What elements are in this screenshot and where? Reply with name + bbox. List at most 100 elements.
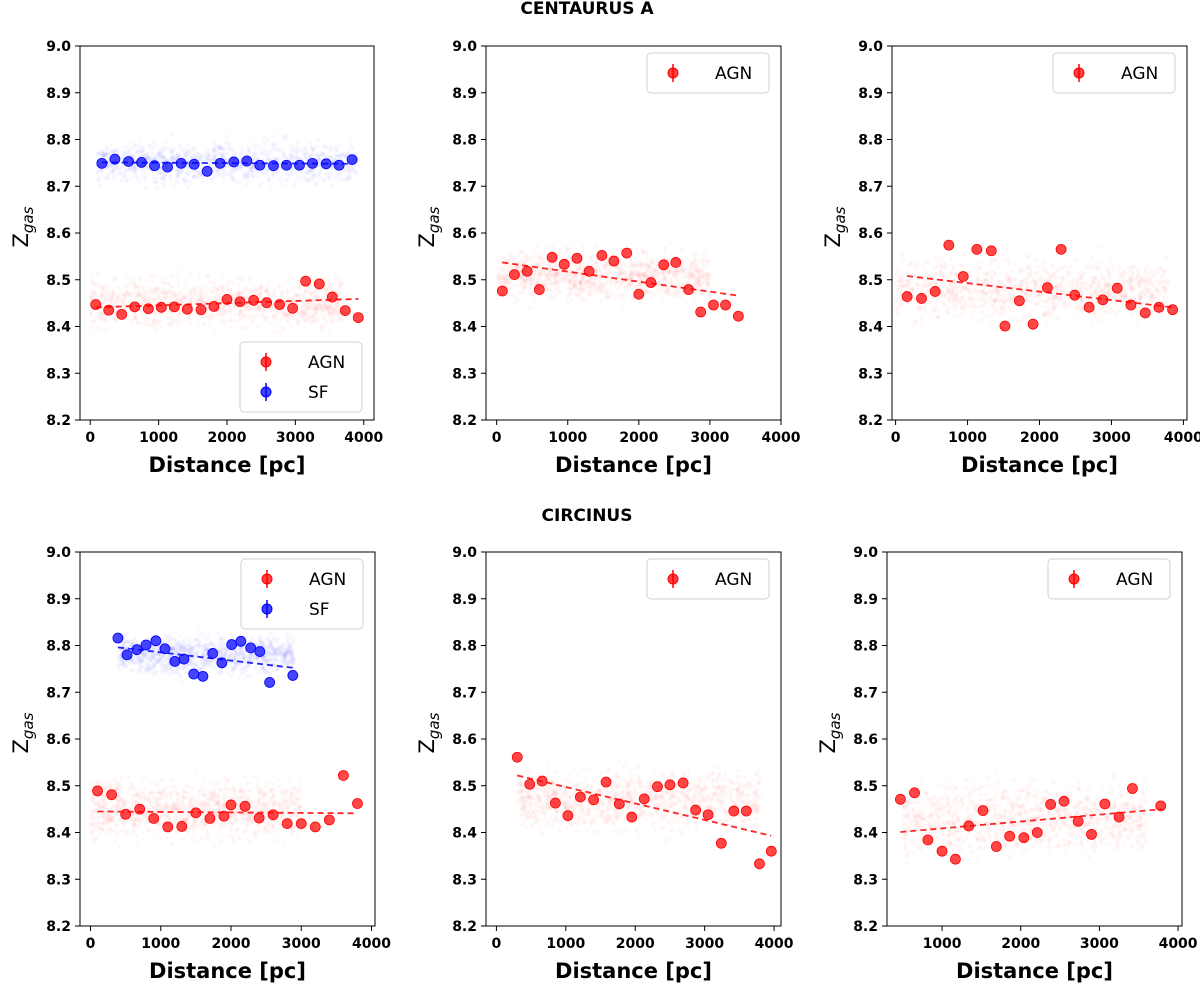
x-tick-label: 1000 (948, 430, 987, 446)
data-point (936, 845, 948, 857)
data-point (281, 818, 293, 830)
data-point (511, 751, 523, 763)
data-point (239, 800, 251, 812)
data-point (148, 813, 160, 824)
panel-6: 1000 2000 3000 4000 8.2 8.3 8.4 8.5 8.6 8.7 8.8 8.9… (816, 545, 1198, 983)
data-point (116, 308, 128, 320)
data-point (990, 841, 1002, 852)
y-tick-label: 8.6 (452, 226, 477, 242)
data-point (131, 644, 143, 656)
data-point (181, 303, 193, 315)
data-point (136, 157, 147, 168)
x-tick-label: 3000 (282, 936, 321, 952)
scatter-cloud-agn (894, 244, 1171, 327)
y-tick-label: 8.4 (858, 320, 883, 336)
data-point (613, 798, 625, 810)
data-point (658, 259, 670, 271)
x-tick-label: 2000 (212, 936, 251, 952)
axes-frame (891, 45, 1188, 421)
data-point (313, 278, 325, 290)
data-point (287, 302, 299, 314)
data-point (1111, 282, 1123, 294)
y-tick-label: 8.7 (452, 685, 477, 701)
y-tick-label: 8.6 (853, 732, 878, 748)
data-point (1018, 832, 1030, 844)
y-tick-label: 8.6 (452, 732, 477, 748)
data-point (1083, 301, 1095, 313)
data-point (225, 799, 237, 811)
legend-label-agn: AGN (715, 64, 752, 84)
data-point (1097, 294, 1109, 306)
y-tick-label: 8.3 (452, 366, 477, 382)
data-point (496, 285, 508, 297)
data-point (121, 649, 133, 661)
x-tick-label: 3000 (685, 936, 724, 952)
legend-marker-agn (667, 67, 679, 79)
data-point (977, 805, 989, 816)
data-point (652, 781, 663, 793)
data-point (142, 303, 154, 315)
y-tick-label: 8.2 (452, 413, 477, 429)
y-tick-label: 8.9 (853, 592, 878, 608)
data-point (720, 299, 731, 311)
data-point (521, 265, 533, 277)
data-point (950, 853, 961, 865)
data-point (536, 775, 548, 787)
legend-label-agn: AGN (308, 353, 345, 373)
data-point (695, 306, 707, 318)
y-tick-label: 8.5 (452, 273, 477, 289)
data-point (596, 250, 608, 261)
y-tick-label: 8.8 (46, 133, 71, 149)
legend: AGN SF (239, 341, 363, 413)
data-point (168, 301, 180, 313)
data-point (963, 820, 975, 832)
y-tick-label: 8.3 (853, 872, 878, 888)
y-tick-label: 8.8 (853, 639, 878, 655)
x-tick-label: 4000 (1159, 936, 1198, 952)
y-tick-label: 8.8 (452, 639, 477, 655)
x-axis-label: Distance [pc] (555, 453, 712, 477)
data-point (268, 160, 279, 172)
x-tick-label: 1000 (141, 936, 180, 952)
data-point (248, 294, 260, 306)
panel-3: 0 1000 2000 3000 4000 8.2 8.3 8.4 8.5 8.6 8.7 8.8 8.… (821, 39, 1200, 477)
y-axis-label: Zgas (9, 712, 37, 753)
data-point (261, 297, 273, 309)
x-tick-label: 1000 (548, 430, 587, 446)
data-point (228, 156, 240, 168)
data-point (509, 269, 520, 281)
data-point (1042, 282, 1053, 294)
data-point (588, 794, 599, 806)
data-point (621, 247, 633, 259)
data-point (221, 293, 233, 305)
legend: AGN (646, 558, 770, 600)
axes-frame (485, 551, 782, 927)
data-point (178, 653, 190, 665)
data-point (1055, 243, 1067, 255)
data-point (1069, 289, 1081, 301)
data-point (677, 777, 689, 789)
data-point (1155, 800, 1167, 812)
x-tick-label: 4000 (344, 430, 383, 446)
y-tick-label: 8.4 (452, 320, 477, 336)
x-tick-label: 4000 (352, 936, 391, 952)
data-point (664, 779, 676, 791)
data-point (120, 808, 132, 820)
data-point (1027, 318, 1039, 330)
legend-marker-agn (667, 573, 679, 585)
y-tick-label: 8.8 (46, 639, 71, 655)
legend: AGN (1052, 52, 1176, 94)
data-point (1127, 783, 1138, 794)
x-tick-label: 2000 (208, 430, 247, 446)
y-tick-label: 8.3 (858, 366, 883, 382)
y-tick-label: 8.5 (858, 273, 883, 289)
data-point (188, 668, 200, 680)
data-point (235, 635, 247, 647)
data-point (323, 814, 335, 826)
x-tick-label: 3000 (1092, 430, 1131, 446)
x-tick-label: 4000 (1164, 430, 1200, 446)
data-point (558, 258, 570, 270)
series-agn (90, 275, 364, 324)
data-point (715, 837, 727, 849)
